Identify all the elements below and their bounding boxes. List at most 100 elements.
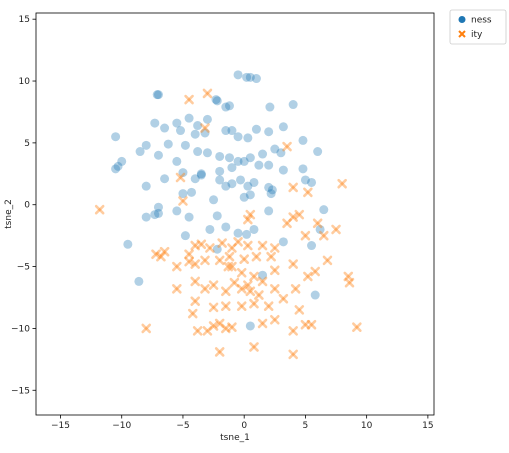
y-tick-label: 0 [24, 201, 30, 211]
data-point-ity [217, 238, 227, 248]
data-point-ity [269, 314, 280, 325]
data-point-ity [221, 323, 231, 334]
data-point-ity [243, 280, 253, 290]
data-point-ity [221, 301, 231, 311]
data-point-ity [352, 322, 362, 332]
data-point-ness [307, 241, 317, 251]
y-axis-label: tsne_2 [4, 199, 14, 229]
y-tick-label: 15 [19, 15, 30, 25]
data-point-ness [202, 148, 212, 158]
data-point-ness [193, 121, 203, 131]
data-point-ness [264, 206, 274, 216]
data-point-ity [202, 88, 213, 99]
data-point-ity [178, 196, 188, 206]
data-point-ity [249, 342, 259, 352]
legend: ness ity [449, 9, 507, 45]
data-points [94, 70, 362, 360]
data-point-ity [208, 321, 219, 331]
data-point-ity [159, 246, 170, 257]
data-point-ity [257, 240, 268, 251]
data-point-ness [153, 150, 163, 160]
data-point-ity [243, 240, 253, 251]
x-tick-label: 5 [303, 421, 309, 431]
data-point-ity [249, 271, 259, 282]
data-point-ity [269, 243, 280, 253]
data-point-ness [224, 101, 234, 111]
data-point-ity [303, 187, 313, 198]
data-point-ness [113, 161, 123, 171]
data-point-ity [290, 284, 301, 294]
data-point-ity [190, 259, 200, 269]
data-point-ness [245, 190, 255, 200]
data-point-ity [312, 218, 323, 229]
data-point-ity [288, 349, 298, 360]
data-point-ity [94, 204, 105, 215]
data-point-ness [264, 127, 274, 137]
data-point-ness [278, 165, 288, 175]
data-point-ness [233, 70, 243, 80]
data-point-ity [282, 141, 292, 152]
data-point-ness [221, 222, 231, 232]
x-tick-label: 15 [422, 421, 433, 431]
data-point-ity [236, 284, 247, 294]
data-point-ity [263, 301, 274, 311]
data-point-ity [196, 239, 207, 250]
data-point-ness [242, 72, 252, 82]
data-point-ity [156, 251, 166, 262]
data-point-ness [153, 208, 163, 218]
data-point-ity [257, 318, 268, 329]
data-point-ness [184, 113, 194, 123]
data-point-ity [190, 296, 200, 307]
data-point-ity [254, 290, 264, 300]
data-point-ity [288, 259, 298, 269]
data-point-ness [249, 177, 259, 187]
data-point-ness [307, 177, 317, 187]
legend-marker-ity [458, 30, 466, 38]
data-point-ness [153, 90, 163, 100]
data-point-ity [200, 284, 210, 294]
data-point-ness [236, 175, 246, 185]
data-point-ness [245, 153, 255, 163]
data-point-ity [208, 302, 219, 313]
data-point-ity [243, 214, 253, 225]
data-point-ness [180, 140, 190, 150]
data-point-ness [267, 185, 277, 195]
data-point-ness [190, 174, 200, 184]
data-point-ness [172, 118, 182, 128]
data-point-ness [264, 160, 274, 170]
data-point-ness [141, 181, 151, 191]
data-point-ity [141, 323, 152, 334]
data-point-ness [141, 140, 151, 150]
data-point-ity [214, 347, 225, 357]
data-point-ity [200, 255, 210, 266]
data-point-ness [134, 276, 144, 286]
data-point-ness [249, 224, 259, 234]
data-point-ity [303, 271, 313, 282]
data-point-ness [315, 224, 325, 234]
data-point-ness [117, 156, 127, 166]
data-point-ity [224, 251, 235, 262]
data-point-ity [172, 261, 182, 272]
data-point-ness [202, 114, 212, 124]
data-point-ness [209, 195, 219, 205]
data-point-ity [300, 230, 311, 241]
data-point-ness [172, 156, 182, 166]
data-point-ity [318, 230, 329, 241]
data-point-ness [150, 210, 160, 220]
data-point-ity [249, 298, 259, 309]
data-point-ness [196, 169, 206, 179]
data-point-ness [233, 132, 243, 142]
data-point-ity [288, 182, 298, 193]
data-point-ity [239, 254, 249, 264]
data-point-ity [337, 178, 347, 189]
data-point-ness [233, 228, 243, 238]
data-point-ness [227, 163, 237, 173]
data-point-ity [184, 256, 194, 267]
data-point-ity [266, 251, 276, 262]
data-point-ness [278, 237, 288, 247]
data-point-ity [294, 209, 305, 220]
data-point-ness [153, 202, 163, 212]
data-point-ity [343, 271, 354, 282]
data-point-ness [298, 135, 308, 145]
data-point-ness [227, 126, 237, 136]
